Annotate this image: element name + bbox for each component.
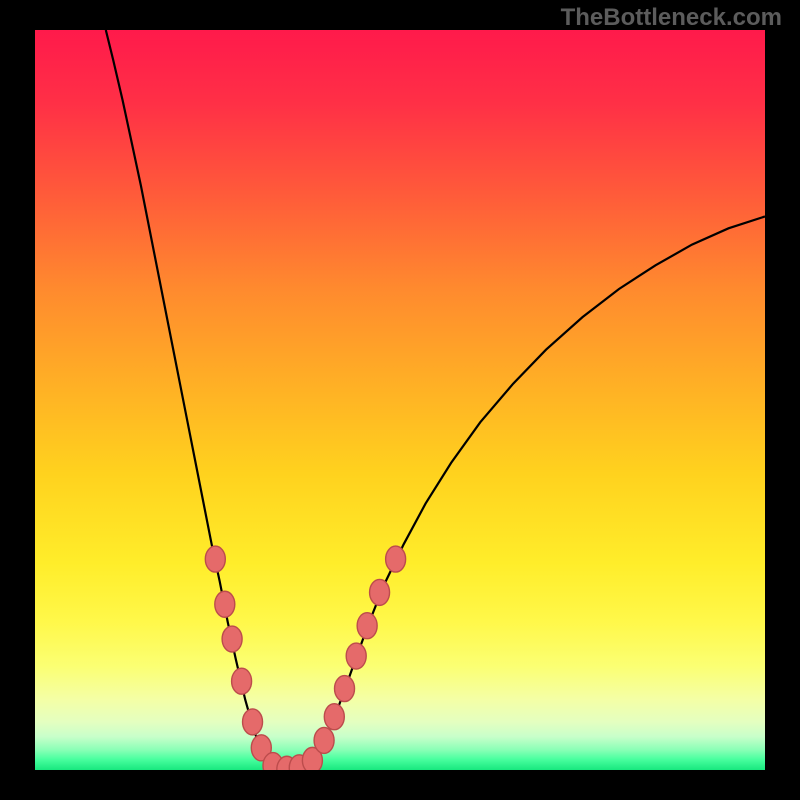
data-marker — [215, 591, 235, 617]
chart-container: TheBottleneck.com — [0, 0, 800, 800]
curve-left — [106, 30, 283, 770]
data-marker — [205, 546, 225, 572]
data-marker — [386, 546, 406, 572]
plot-area — [35, 30, 765, 770]
data-marker — [357, 613, 377, 639]
data-marker — [222, 626, 242, 652]
watermark-text: TheBottleneck.com — [561, 4, 782, 32]
data-marker — [232, 668, 252, 694]
data-marker — [314, 727, 334, 753]
data-marker — [324, 704, 344, 730]
data-marker — [370, 579, 390, 605]
curve-right — [283, 216, 765, 770]
data-marker — [243, 709, 263, 735]
data-marker — [346, 643, 366, 669]
data-marker — [335, 676, 355, 702]
curve-layer — [35, 30, 765, 770]
